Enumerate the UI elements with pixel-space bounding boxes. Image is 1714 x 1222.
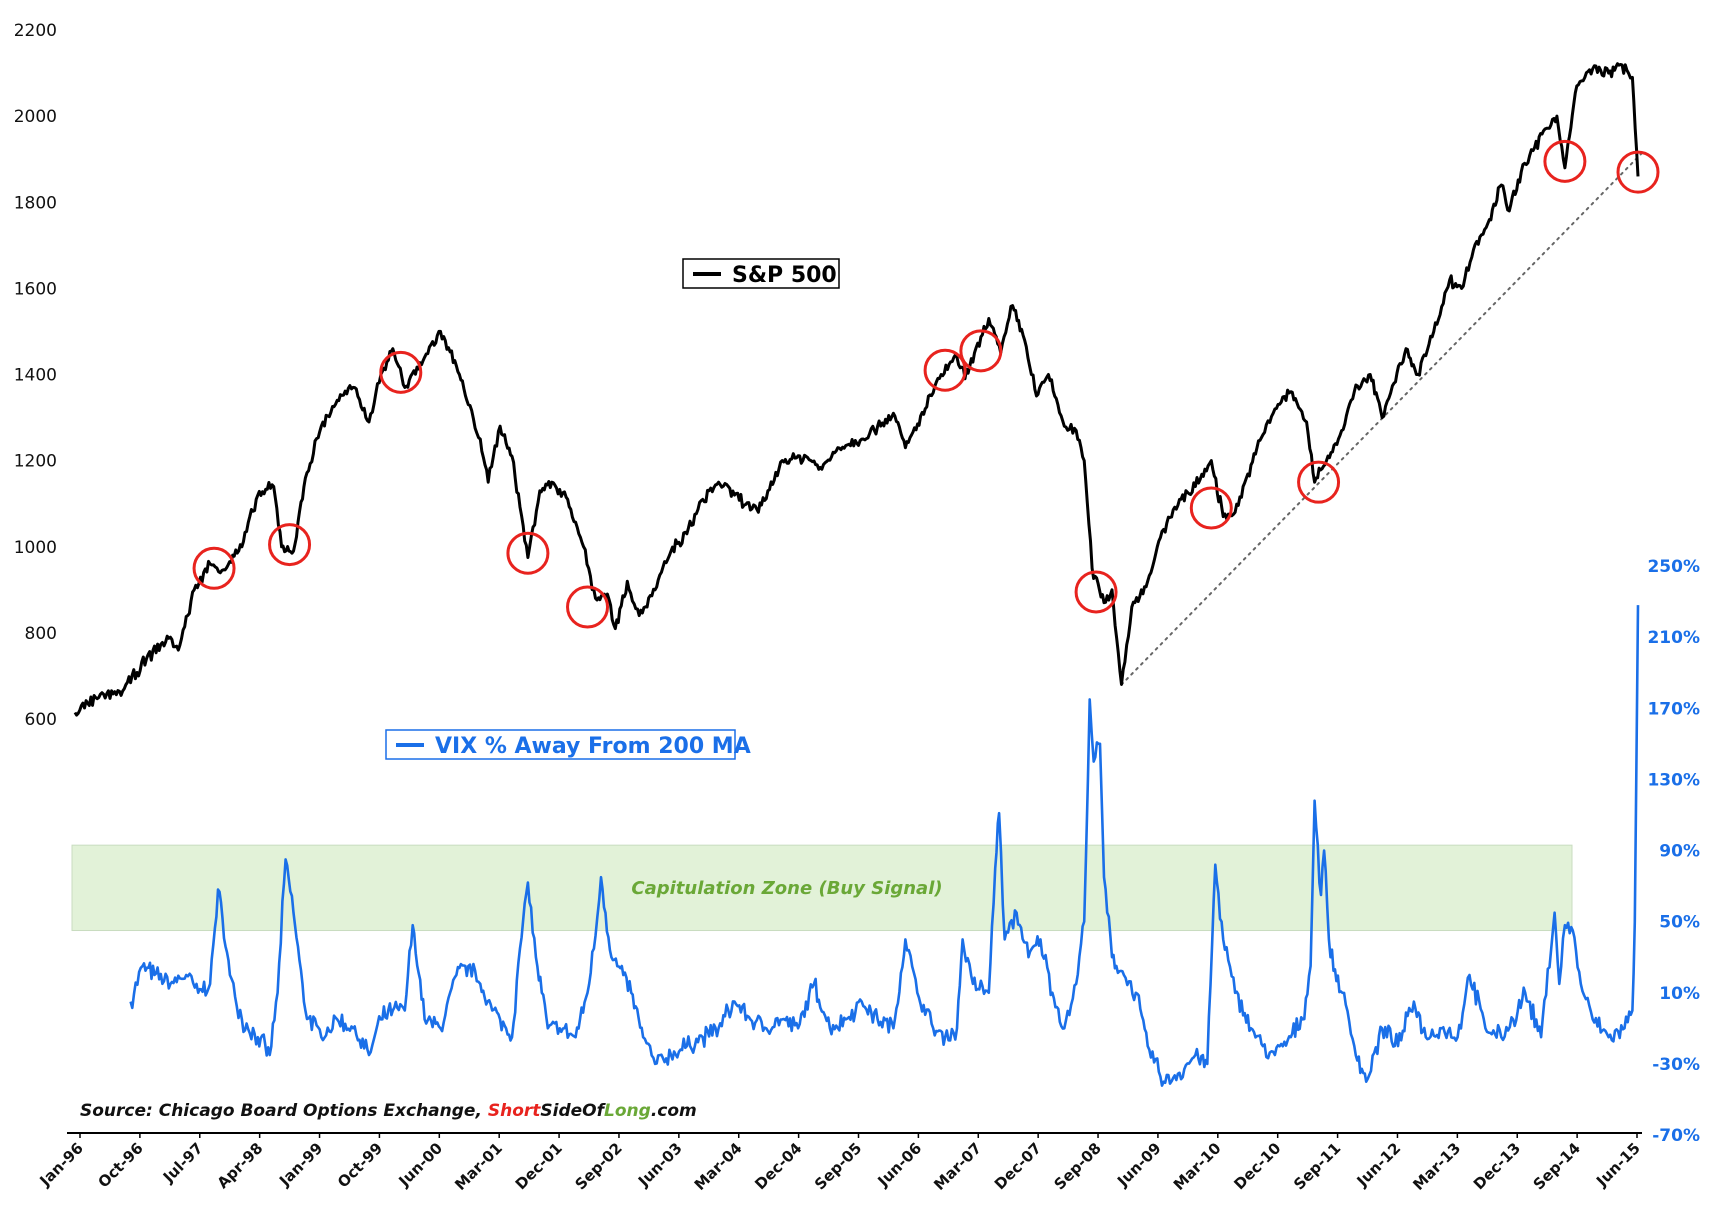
right-tick-label: 10% bbox=[1659, 984, 1700, 1004]
buy-signal-circle bbox=[192, 546, 236, 590]
x-tick-label: Mar-01 bbox=[451, 1139, 506, 1194]
x-tick-label: Jul-97 bbox=[159, 1139, 207, 1187]
sp500-series-line bbox=[73, 62, 1640, 717]
right-tick-label: 250% bbox=[1647, 557, 1700, 577]
x-tick-label: Jun-09 bbox=[1113, 1139, 1165, 1191]
x-tick-label: Dec-10 bbox=[1230, 1139, 1284, 1193]
right-axis: -70% -30% 10% 50% 90% 130% 170% 210% 250% bbox=[1647, 557, 1700, 1146]
source-prefix: Source: Chicago Board Options Exchange, bbox=[80, 1101, 488, 1121]
buy-signal-circle bbox=[379, 350, 423, 394]
x-tick-label: Dec-01 bbox=[512, 1139, 566, 1193]
left-tick-label: 600 bbox=[25, 710, 57, 730]
right-tick-label: 130% bbox=[1647, 770, 1700, 790]
x-tick-label: Jun-15 bbox=[1592, 1139, 1644, 1191]
source-brand-short: Short bbox=[488, 1101, 541, 1121]
x-tick-label: Mar-10 bbox=[1170, 1139, 1225, 1194]
x-axis: Jan-96 Oct-96 Jul-97 Apr-98 Jan-99 Oct-99 Jun-… bbox=[36, 1132, 1644, 1194]
right-tick-label: 50% bbox=[1659, 913, 1700, 933]
right-tick-label: 170% bbox=[1647, 699, 1700, 719]
x-tick-label: Jun-00 bbox=[394, 1139, 446, 1191]
legend-sp500: S&P 500 bbox=[682, 258, 840, 289]
x-tick-label: Sep-08 bbox=[1051, 1139, 1105, 1193]
x-tick-label: Apr-98 bbox=[214, 1139, 267, 1192]
left-tick-label: 1600 bbox=[14, 279, 57, 299]
left-tick-label: 2000 bbox=[14, 107, 57, 127]
x-tick-label: Dec-07 bbox=[991, 1139, 1045, 1193]
left-axis: 600 800 1000 1200 1400 1600 1800 2000 2200 bbox=[14, 21, 57, 730]
left-tick-label: 1800 bbox=[14, 193, 57, 213]
left-tick-label: 2200 bbox=[14, 21, 57, 41]
buy-signal-circle bbox=[959, 329, 1003, 373]
capitulation-zone-label: Capitulation Zone (Buy Signal) bbox=[631, 878, 942, 899]
x-tick-label: Oct-96 bbox=[94, 1139, 146, 1191]
vix-series-line bbox=[129, 605, 1640, 1087]
buy-signal-circle bbox=[566, 585, 610, 629]
x-tick-label: Jun-03 bbox=[634, 1139, 686, 1191]
right-tick-label: 210% bbox=[1647, 628, 1700, 648]
source-note: Source: Chicago Board Options Exchange, … bbox=[80, 1101, 697, 1121]
buy-signal-circle bbox=[923, 348, 967, 392]
x-tick-label: Dec-04 bbox=[751, 1139, 805, 1193]
right-tick-label: -30% bbox=[1652, 1055, 1700, 1075]
x-tick-label: Sep-05 bbox=[811, 1139, 865, 1193]
buy-signal-circle bbox=[1189, 486, 1233, 530]
capitulation-zone: Capitulation Zone (Buy Signal) bbox=[71, 844, 1573, 932]
x-tick-label: Jan-99 bbox=[275, 1139, 326, 1190]
left-tick-label: 1400 bbox=[14, 366, 57, 386]
buy-signal-circle bbox=[268, 523, 312, 567]
legend-vix: VIX % Away From 200 MA bbox=[385, 729, 751, 760]
legend-vix-box bbox=[385, 729, 736, 760]
source-suffix: .com bbox=[651, 1101, 697, 1121]
buy-signal-circle bbox=[1543, 139, 1587, 183]
x-tick-label: Jun-06 bbox=[874, 1139, 926, 1191]
x-tick-label: Sep-02 bbox=[571, 1139, 625, 1193]
legend-sp500-label: S&P 500 bbox=[732, 263, 837, 288]
x-tick-label: Mar-13 bbox=[1409, 1139, 1464, 1194]
x-tick-label: Jun-12 bbox=[1353, 1139, 1405, 1191]
x-tick-label: Oct-99 bbox=[334, 1139, 386, 1191]
left-tick-label: 1000 bbox=[14, 538, 57, 558]
series-layer bbox=[73, 62, 1646, 1087]
x-tick-label: Sep-11 bbox=[1290, 1139, 1344, 1193]
buy-signal-circle bbox=[1074, 570, 1118, 614]
right-tick-label: 90% bbox=[1659, 842, 1700, 862]
buy-signal-circles bbox=[192, 139, 1660, 629]
x-tick-label: Jan-96 bbox=[36, 1139, 87, 1190]
buy-signal-circle bbox=[1616, 150, 1660, 194]
right-tick-label: -70% bbox=[1652, 1126, 1700, 1146]
source-brand-side: SideOf bbox=[540, 1101, 606, 1121]
x-tick-label: Mar-07 bbox=[930, 1139, 985, 1194]
left-tick-label: 1200 bbox=[14, 452, 57, 472]
source-brand-long: Long bbox=[604, 1101, 651, 1121]
x-tick-label: Sep-14 bbox=[1530, 1139, 1584, 1193]
x-tick-label: Mar-04 bbox=[691, 1139, 746, 1194]
left-tick-label: 800 bbox=[25, 624, 57, 644]
x-tick-label: Dec-13 bbox=[1470, 1139, 1524, 1193]
buy-signal-circle bbox=[1297, 460, 1341, 504]
legend-vix-label: VIX % Away From 200 MA bbox=[435, 734, 751, 759]
buy-signal-circle bbox=[506, 531, 550, 575]
